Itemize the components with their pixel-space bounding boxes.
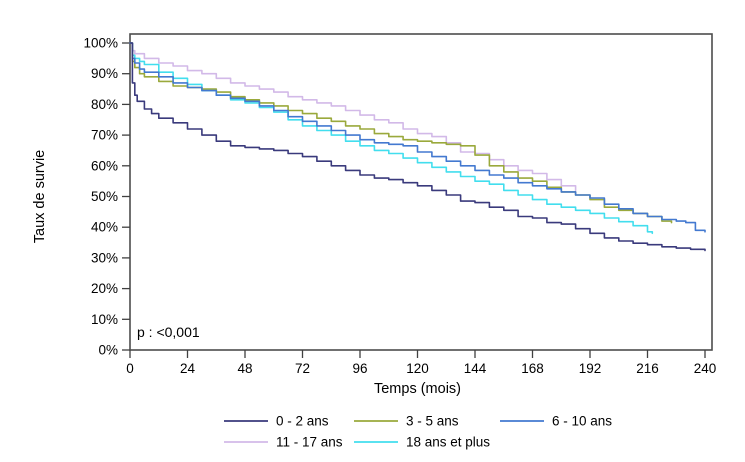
- x-axis-tick-label: 96: [352, 361, 367, 376]
- y-axis-tick-label: 0%: [98, 343, 118, 358]
- x-axis-tick-label: 0: [126, 361, 134, 376]
- y-axis-tick-label: 80%: [91, 97, 118, 112]
- y-axis-tick-label: 10%: [91, 312, 118, 327]
- legend-label-11---17-ans: 11 - 17 ans: [276, 435, 343, 450]
- p-value-annotation: p : <0,001: [137, 324, 200, 340]
- x-axis-tick-label: 192: [579, 361, 602, 376]
- x-axis-title: Temps (mois): [374, 381, 461, 397]
- y-axis-title: Taux de survie: [32, 150, 48, 244]
- x-axis-tick-label: 24: [180, 361, 196, 376]
- y-axis-tick-label: 30%: [91, 250, 118, 265]
- legend-label-6---10-ans: 6 - 10 ans: [552, 414, 612, 429]
- legend-label-18-ans-et-plus: 18 ans et plus: [406, 435, 490, 450]
- y-axis-tick-label: 50%: [91, 189, 118, 204]
- survival-curve-0---2-ans: [129, 42, 706, 252]
- y-axis-tick-label: 100%: [83, 36, 118, 51]
- legend-label-3---5-ans: 3 - 5 ans: [406, 414, 459, 429]
- survival-curve-18-ans-et-plus: [129, 42, 654, 235]
- x-axis-tick-label: 168: [521, 361, 544, 376]
- legend-label-0---2-ans: 0 - 2 ans: [276, 414, 329, 429]
- survival-curve-6---10-ans: [129, 42, 706, 233]
- x-axis-tick-label: 120: [406, 361, 429, 376]
- x-axis-tick-label: 72: [295, 361, 310, 376]
- x-axis-tick-label: 144: [464, 361, 487, 376]
- y-axis-tick-label: 40%: [91, 220, 118, 235]
- plot-frame: [129, 33, 713, 351]
- y-axis-tick-label: 70%: [91, 128, 118, 143]
- x-axis-tick-label: 216: [636, 361, 659, 376]
- y-axis-tick-label: 60%: [91, 158, 118, 173]
- y-axis-tick-label: 90%: [91, 66, 118, 81]
- x-axis-tick-label: 48: [237, 361, 252, 376]
- survival-curve-11---17-ans: [129, 42, 577, 192]
- y-axis-tick-label: 20%: [91, 281, 118, 296]
- x-axis-tick-label: 240: [694, 361, 717, 376]
